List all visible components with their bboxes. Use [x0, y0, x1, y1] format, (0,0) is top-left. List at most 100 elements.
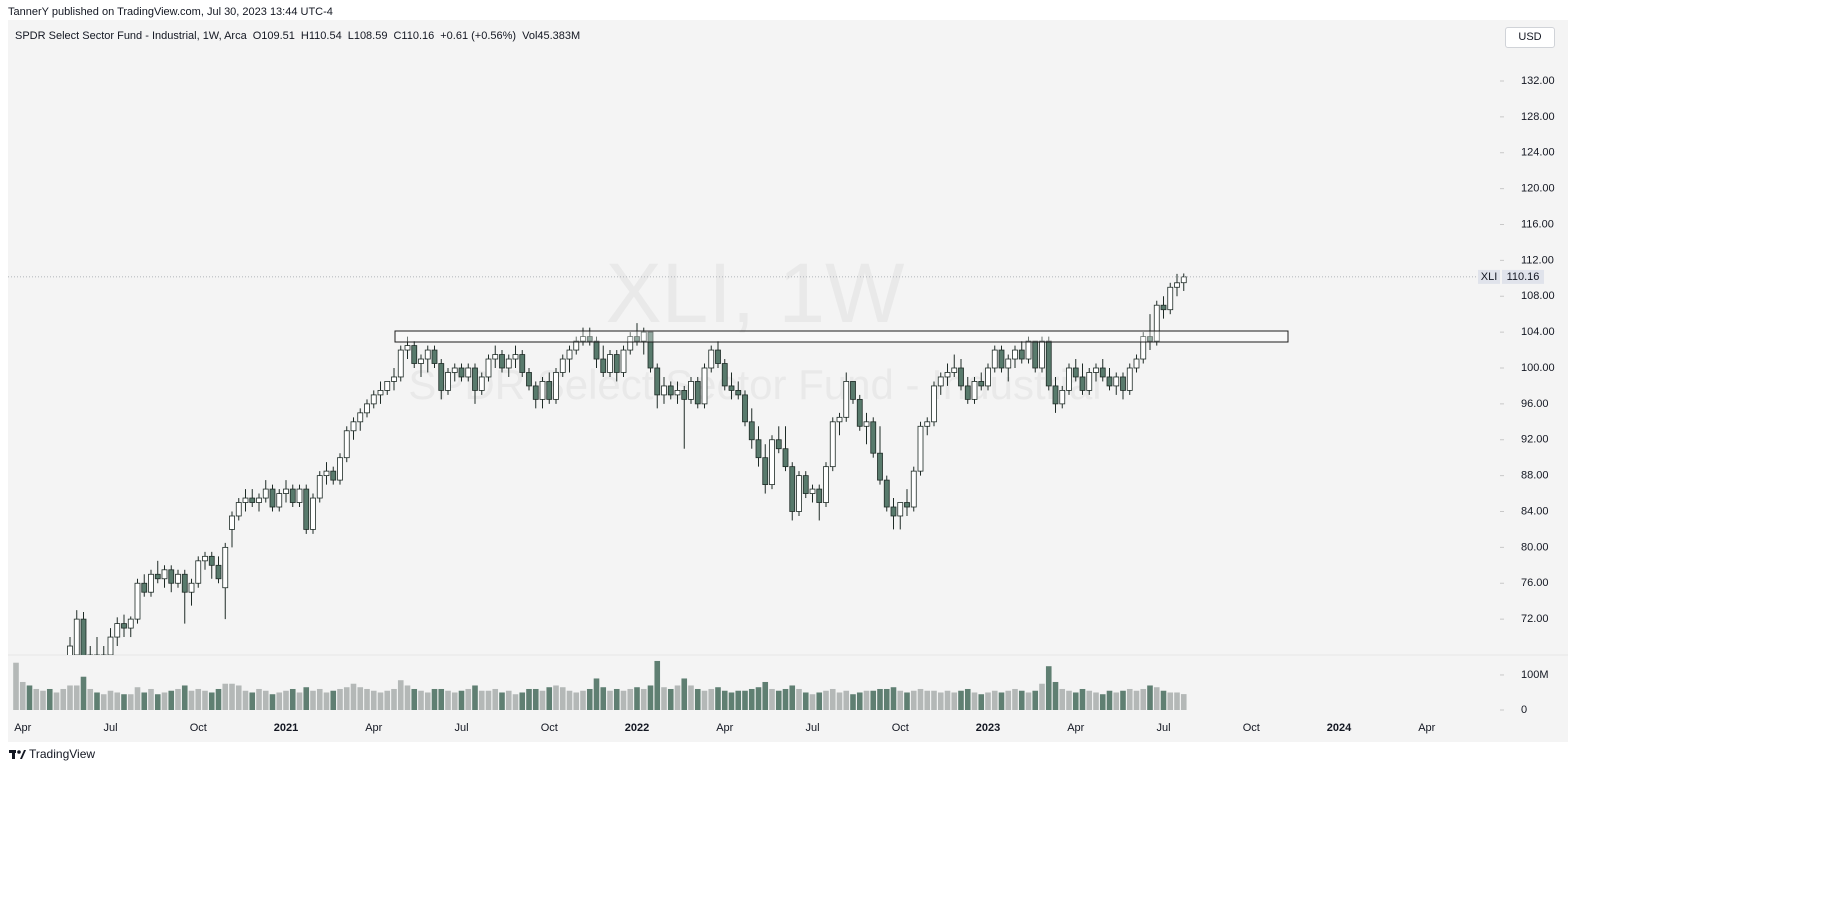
- candle-body: [877, 452, 883, 481]
- candle-body: [715, 349, 721, 364]
- volume-bar: [73, 685, 80, 710]
- candle-body: [823, 466, 829, 503]
- volume-bar: [883, 688, 890, 710]
- candle-body: [1086, 372, 1093, 391]
- y-tick-label: 108.00: [1521, 290, 1555, 302]
- candle-body: [67, 645, 73, 655]
- candle-body: [688, 381, 694, 400]
- candle-body: [431, 349, 438, 364]
- candle-body: [843, 381, 850, 418]
- candle-body: [472, 367, 478, 391]
- y-tick-label: 100.00: [1521, 362, 1555, 374]
- candle-body: [532, 385, 539, 400]
- candle-body: [701, 367, 708, 405]
- candle-body: [971, 381, 978, 400]
- volume-bar: [924, 690, 931, 710]
- watermark: XLI, 1W: [606, 246, 905, 340]
- candle-body: [721, 363, 728, 387]
- volume-bar: [593, 678, 600, 710]
- candle-body: [850, 381, 856, 400]
- candle-body: [1120, 376, 1126, 391]
- candle-body: [357, 412, 364, 423]
- candle-body: [937, 376, 944, 387]
- volume-bar: [573, 692, 580, 710]
- volume-bar: [370, 690, 377, 710]
- candle-body: [1072, 367, 1079, 378]
- volume-bar: [418, 690, 424, 710]
- y-tick-label: 84.00: [1521, 505, 1549, 517]
- candle-body: [667, 385, 674, 396]
- volume-bar: [971, 692, 978, 710]
- volume-bar: [661, 687, 667, 710]
- volume-bar: [877, 688, 883, 710]
- candle-body: [1147, 336, 1153, 342]
- volume-bar: [256, 688, 262, 710]
- volume-tick-label: 0: [1521, 704, 1527, 716]
- volume-bar: [1113, 692, 1120, 710]
- volume-bar: [1106, 690, 1113, 710]
- volume-bar: [701, 690, 708, 710]
- candle-body: [1039, 340, 1045, 369]
- volume-bar: [816, 692, 823, 710]
- candle-body: [951, 367, 958, 373]
- candle-body: [168, 569, 175, 584]
- candle-body: [478, 376, 485, 391]
- candle-body: [343, 430, 350, 459]
- candle-body: [350, 421, 357, 432]
- candle-body: [890, 506, 897, 517]
- volume-bar: [796, 688, 802, 710]
- volume-bar: [829, 688, 836, 710]
- volume-bar: [80, 676, 87, 710]
- candle-body: [526, 372, 532, 387]
- candle-body: [303, 488, 310, 530]
- price-tag-bg: [1502, 269, 1544, 284]
- volume-bar: [519, 692, 526, 710]
- volume-bar: [1032, 690, 1039, 710]
- volume-bar: [681, 678, 688, 710]
- candle-body: [1126, 367, 1133, 391]
- y-tick-label: 124.00: [1521, 147, 1555, 159]
- publisher: TannerY published on TradingView.com, Ju…: [8, 6, 333, 18]
- volume-bar: [634, 687, 640, 710]
- volume-bar: [357, 687, 364, 710]
- volume-bar: [856, 692, 863, 710]
- volume-bar: [458, 690, 465, 710]
- volume-bar: [269, 694, 276, 710]
- volume-bar: [1025, 692, 1032, 710]
- candle-body: [769, 439, 775, 485]
- volume-bar: [53, 692, 60, 710]
- x-tick-label: 2023: [976, 722, 1000, 734]
- volume-tick-label: 100M: [1521, 669, 1549, 681]
- symbol-title: SPDR Select Sector Fund - Industrial, 1W…: [15, 30, 247, 42]
- candle-body: [505, 358, 512, 369]
- y-tick-label: 76.00: [1521, 577, 1549, 589]
- currency-button[interactable]: USD: [1505, 27, 1555, 48]
- volume-bar: [161, 692, 168, 710]
- volume-bar: [411, 688, 418, 710]
- candle-body: [370, 394, 377, 405]
- volume-bar: [215, 688, 222, 710]
- volume-bar: [276, 692, 283, 710]
- candle-body: [1079, 376, 1086, 391]
- candle-body: [519, 354, 526, 373]
- legend-value: L108.59: [347, 30, 388, 42]
- volume-bar: [694, 688, 701, 710]
- volume-bar: [627, 688, 634, 710]
- volume-bar: [303, 687, 310, 710]
- candle-body: [1167, 286, 1174, 311]
- volume-bar: [863, 690, 870, 710]
- candle-body: [262, 488, 269, 499]
- candle-body: [742, 394, 748, 423]
- volume-bar: [1153, 687, 1160, 710]
- y-tick-label: 112.00: [1521, 254, 1554, 266]
- axes: 72.00 76.00 80.00 84.00 88.00 92.00 96.00 100.0…: [8, 75, 1555, 734]
- volume-bar: [1174, 692, 1180, 710]
- volume-bar: [431, 688, 438, 710]
- volume-bar: [485, 690, 492, 710]
- volume-bar: [910, 690, 917, 710]
- y-tick-label: 120.00: [1521, 183, 1555, 195]
- volume-bar: [465, 688, 472, 710]
- footer-brand: TradingView: [29, 747, 95, 761]
- volume-bar: [451, 692, 458, 710]
- y-tick-label: 132.00: [1521, 75, 1555, 87]
